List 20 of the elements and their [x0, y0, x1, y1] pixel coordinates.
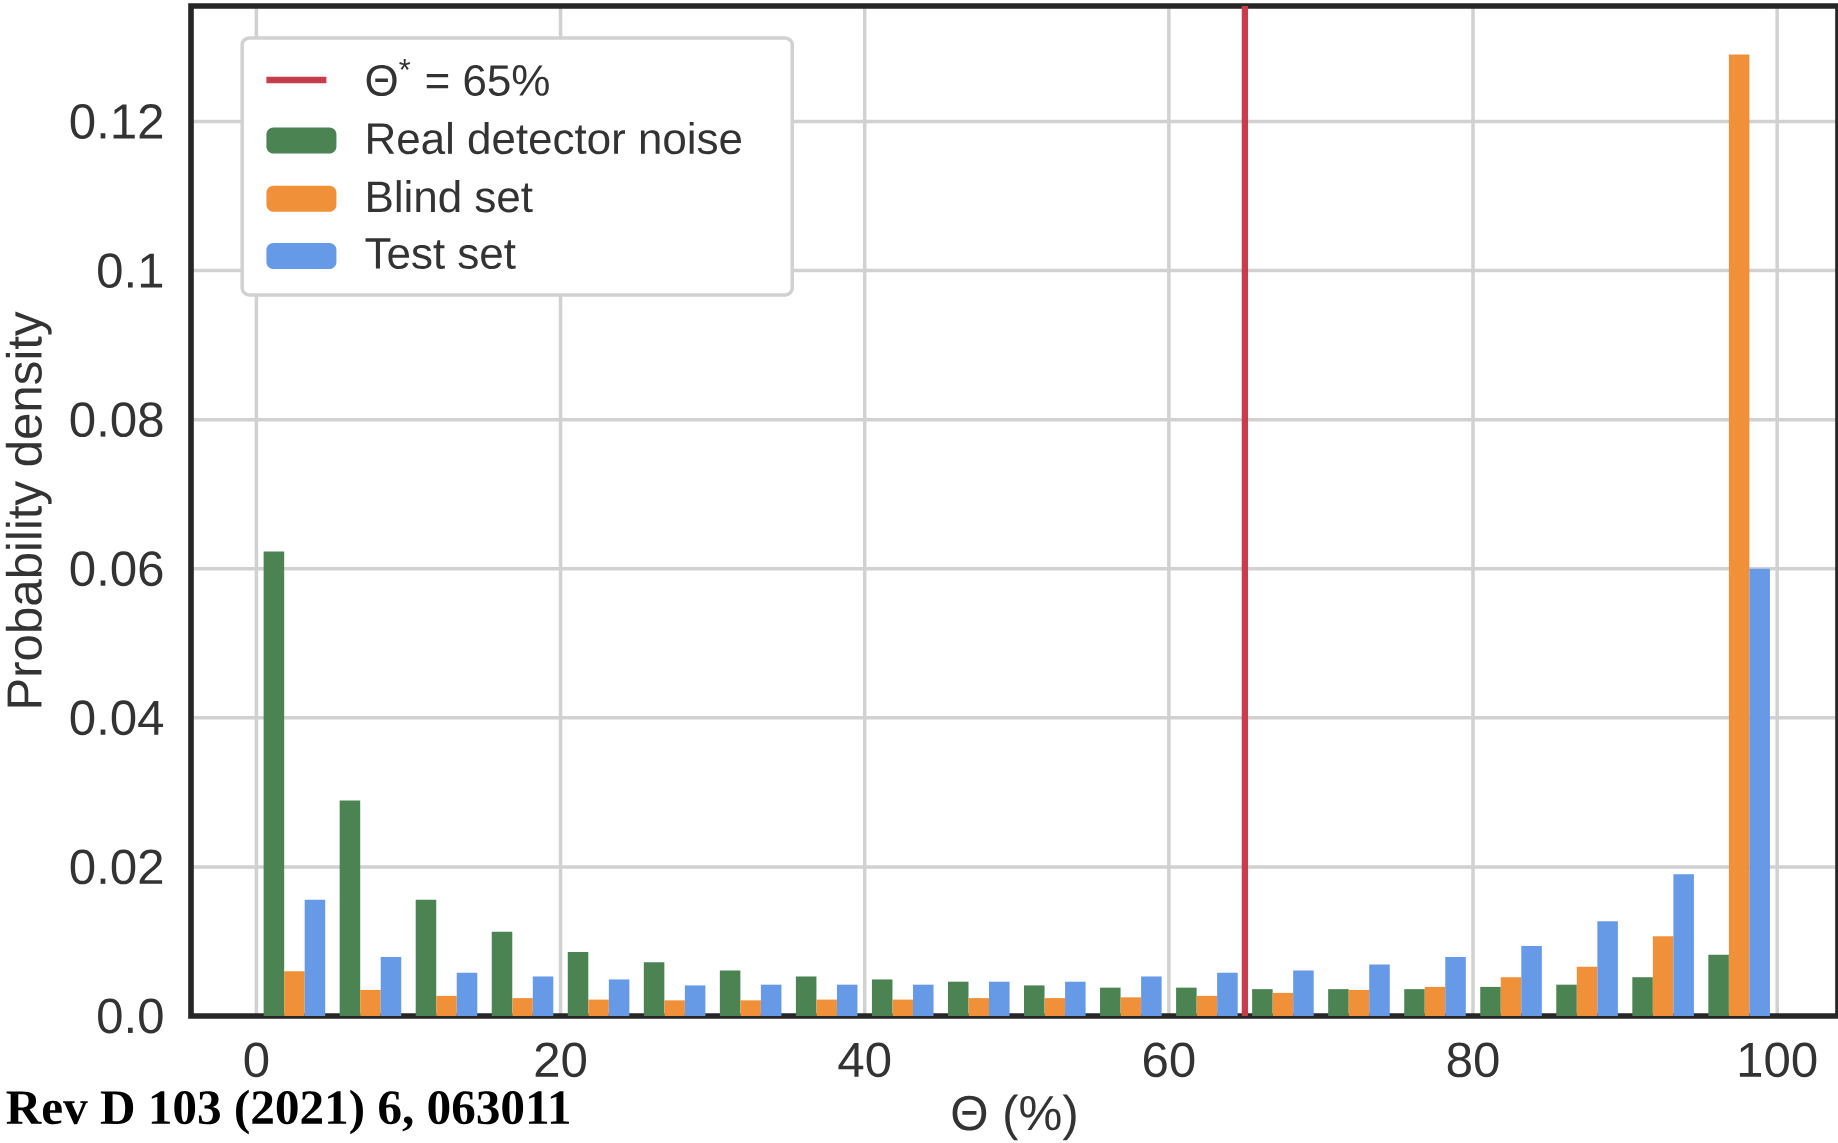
legend-label: Real detector noise	[368, 121, 742, 155]
legend-label: Test set	[365, 238, 516, 269]
y-tick-label: 0.0	[98, 998, 163, 1034]
x-tick-label: 20	[535, 1042, 587, 1078]
y-tick-label: 0.1	[98, 253, 163, 289]
x-tick-label: 40	[838, 1042, 891, 1078]
legend-label: Θ$^{*}$ = 65%	[366, 59, 549, 97]
x-tick-label: 60	[1143, 1042, 1195, 1078]
y-tick-label: 0.02	[70, 849, 163, 885]
y-tick-label: 0.12	[70, 104, 163, 139]
x-tick-label: 100	[1739, 1042, 1817, 1078]
y-tick-label: 0.08	[70, 402, 163, 438]
x-axis-title: Θ (%)	[952, 1094, 1076, 1141]
legend-label: Blind set	[368, 180, 533, 213]
x-tick-label: 0	[244, 1042, 269, 1078]
y-tick-label: 0.06	[70, 551, 163, 587]
y-tick-label: 0.04	[70, 700, 164, 736]
y-axis-title: Probability density	[5, 311, 52, 707]
x-tick-label: 80	[1447, 1042, 1499, 1078]
text: Rev D 103 (2021) 6, 063011	[6, 1089, 569, 1135]
